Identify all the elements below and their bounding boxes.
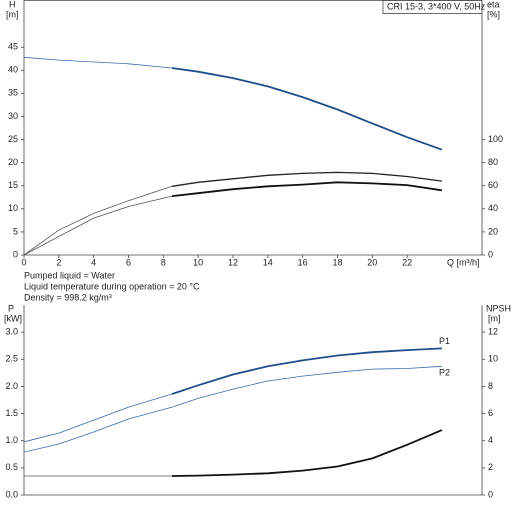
chart-title: CRI 15-3, 3*400 V, 50Hz (387, 1, 486, 11)
curve (23, 56, 173, 69)
y2-tick-label: 10 (488, 354, 498, 364)
y-tick-label: 3.0 (5, 327, 18, 337)
y2-tick-label: 40 (488, 203, 498, 213)
y2-tick-label: 80 (488, 157, 498, 167)
note: Pumped liquid = Water (24, 270, 115, 280)
y2-tick-label: 20 (488, 226, 498, 236)
y-tick-label: 40 (8, 65, 18, 75)
y-label: P (8, 303, 14, 313)
y-unit: [kW] (4, 313, 22, 323)
y2-tick-label: 12 (488, 327, 498, 337)
x-tick-label: 14 (263, 257, 273, 267)
x-tick-label: 16 (298, 257, 308, 267)
y-tick-label: 1.5 (5, 408, 18, 418)
curve (23, 185, 173, 256)
y2-unit: [m] (488, 313, 501, 323)
y2-tick-label: 6 (488, 408, 493, 418)
y2-label: NPSH (486, 303, 511, 313)
y2-tick-label: 0 (488, 489, 493, 499)
x-tick-label: 4 (91, 257, 96, 267)
curve (171, 171, 442, 187)
curve (171, 429, 443, 477)
note: Density = 998.2 kg/m³ (24, 292, 112, 302)
y2-label: eta (487, 0, 500, 9)
y-tick-label: 35 (8, 88, 18, 98)
y2-tick-label: 100 (488, 134, 503, 144)
x-tick-label: 10 (193, 257, 203, 267)
y-tick-label: 5 (13, 226, 18, 236)
x-tick-label: 2 (56, 257, 61, 267)
title-box (382, 0, 483, 14)
curve (171, 181, 443, 197)
y-unit: [m] (6, 9, 19, 19)
x-tick-label: 18 (332, 257, 342, 267)
y2-tick-label: 60 (488, 180, 498, 190)
y-label: H (9, 0, 16, 9)
x-tick-label: 8 (161, 257, 166, 267)
y2-tick-label: 0 (488, 249, 493, 259)
y-tick-label: 15 (8, 180, 18, 190)
curve (23, 195, 173, 256)
y2-tick-label: 2 (488, 462, 493, 472)
y-tick-label: 30 (8, 111, 18, 121)
series-label: P2 (439, 368, 450, 378)
y-tick-label: 2.5 (5, 354, 18, 364)
y-tick-label: 20 (8, 157, 18, 167)
y-tick-label: 2.0 (5, 381, 18, 391)
y-tick-label: 0.0 (5, 489, 18, 499)
curve (171, 67, 443, 151)
y-tick-label: 45 (8, 42, 18, 52)
x-tick-label: 22 (402, 257, 412, 267)
y-tick-label: 10 (8, 203, 18, 213)
y-tick-label: 1.0 (5, 435, 18, 445)
curve (171, 347, 442, 395)
y2-tick-label: 8 (488, 381, 493, 391)
x-label: Q [m³/h] (447, 257, 480, 267)
x-tick-label: 12 (228, 257, 238, 267)
note: Liquid temperature during operation = 20… (24, 281, 200, 291)
x-tick-label: 20 (367, 257, 377, 267)
curve (23, 393, 173, 443)
y-tick-label: 0 (13, 249, 18, 259)
y-tick-label: 0.5 (5, 462, 18, 472)
y2-tick-label: 4 (488, 435, 493, 445)
x-tick-label: 6 (126, 257, 131, 267)
series-label: P1 (439, 336, 450, 346)
x-tick-label: 0 (21, 257, 26, 267)
curve (23, 365, 442, 453)
y2-unit: [%] (487, 9, 500, 19)
y-tick-label: 25 (8, 134, 18, 144)
